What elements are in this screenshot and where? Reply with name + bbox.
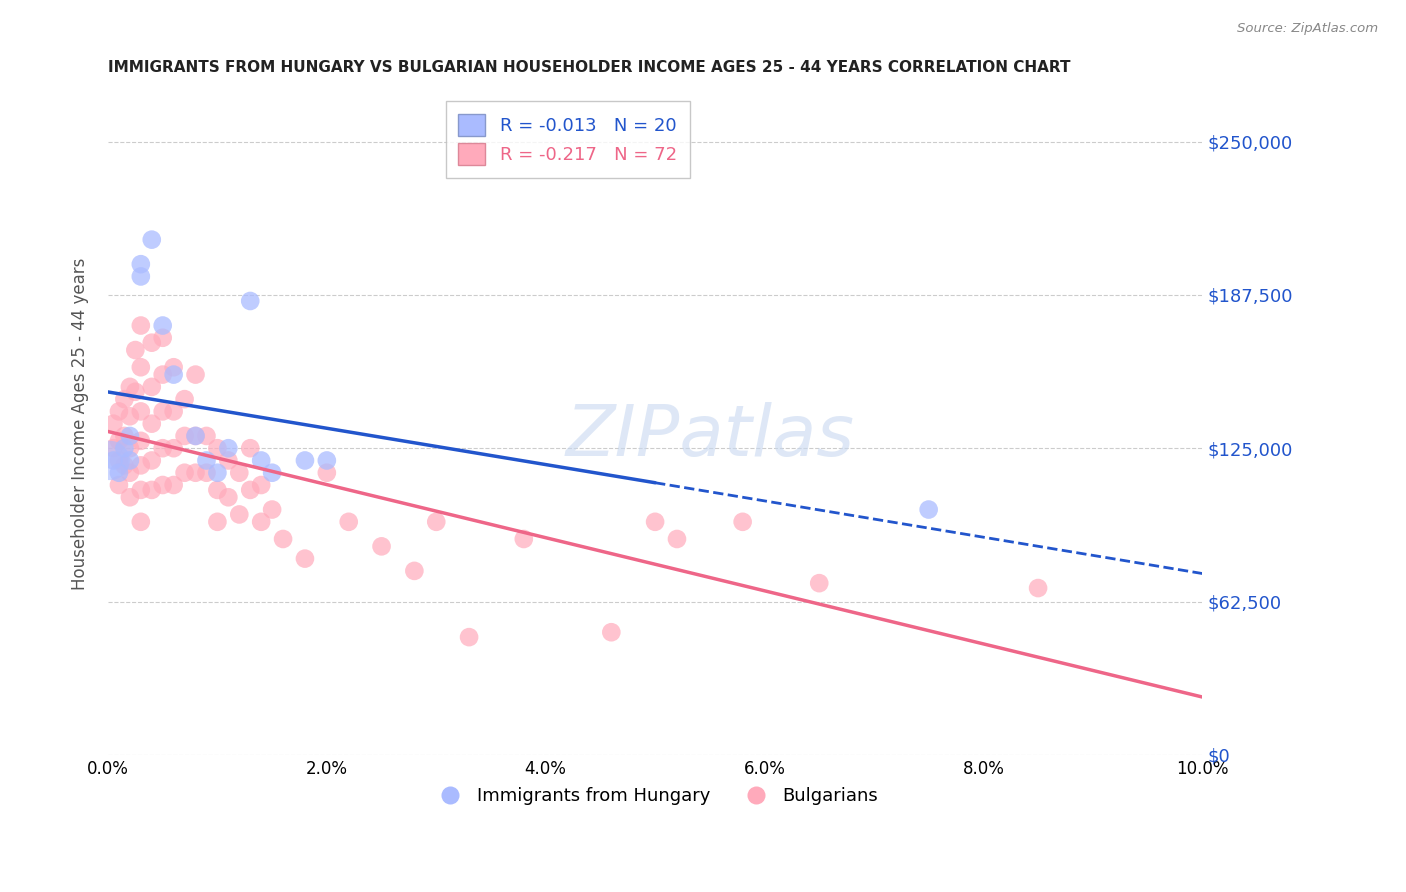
Point [370, 539, 392, 553]
Point [315, 466, 337, 480]
Text: ZIPatlas: ZIPatlas [565, 402, 855, 471]
Point [118, 441, 141, 455]
Point [600, 625, 623, 640]
Point [141, 417, 163, 431]
Point [666, 532, 689, 546]
Point [239, 293, 262, 308]
Point [207, 466, 229, 480]
Point [644, 515, 666, 529]
Point [207, 483, 229, 497]
Point [250, 453, 273, 467]
Point [98, 453, 121, 467]
Point [1026, 581, 1049, 595]
Point [108, 453, 131, 467]
Point [163, 478, 186, 492]
Point [112, 441, 135, 455]
Point [118, 490, 141, 504]
Point [217, 453, 239, 467]
Point [513, 532, 536, 546]
Point [271, 532, 294, 546]
Point [129, 360, 152, 375]
Point [195, 453, 218, 467]
Point [118, 380, 141, 394]
Point [152, 478, 174, 492]
Point [173, 392, 195, 406]
Point [195, 429, 218, 443]
Point [337, 515, 360, 529]
Point [217, 441, 239, 455]
Point [118, 409, 141, 424]
Point [207, 515, 229, 529]
Point [129, 458, 152, 473]
Point [294, 551, 316, 566]
Point [173, 466, 195, 480]
Point [228, 466, 250, 480]
Point [250, 515, 273, 529]
Point [141, 335, 163, 350]
Point [141, 380, 163, 394]
Point [262, 466, 284, 480]
Point [184, 466, 207, 480]
Point [184, 368, 207, 382]
Text: IMMIGRANTS FROM HUNGARY VS BULGARIAN HOUSEHOLDER INCOME AGES 25 - 44 YEARS CORRE: IMMIGRANTS FROM HUNGARY VS BULGARIAN HOU… [108, 60, 1070, 75]
Point [108, 404, 131, 418]
Point [195, 466, 218, 480]
Y-axis label: Householder Income Ages 25 - 44 years: Householder Income Ages 25 - 44 years [72, 258, 89, 590]
Point [152, 318, 174, 333]
Point [108, 478, 131, 492]
Point [294, 453, 316, 467]
Point [425, 515, 447, 529]
Point [118, 466, 141, 480]
Point [207, 441, 229, 455]
Point [163, 441, 186, 455]
Text: Source: ZipAtlas.com: Source: ZipAtlas.com [1237, 22, 1378, 36]
Point [129, 483, 152, 497]
Point [103, 417, 125, 431]
Point [129, 434, 152, 448]
Point [129, 515, 152, 529]
Point [173, 429, 195, 443]
Point [184, 429, 207, 443]
Point [103, 441, 125, 455]
Point [152, 331, 174, 345]
Point [917, 502, 939, 516]
Point [108, 434, 131, 448]
Point [108, 466, 131, 480]
Point [141, 233, 163, 247]
Point [118, 429, 141, 443]
Point [118, 453, 141, 467]
Point [129, 269, 152, 284]
Point [163, 368, 186, 382]
Point [262, 502, 284, 516]
Point [228, 508, 250, 522]
Point [112, 392, 135, 406]
Point [152, 368, 174, 382]
Point [250, 478, 273, 492]
Point [404, 564, 426, 578]
Legend: Immigrants from Hungary, Bulgarians: Immigrants from Hungary, Bulgarians [425, 780, 886, 812]
Point [315, 453, 337, 467]
Point [152, 441, 174, 455]
Point [731, 515, 754, 529]
Point [808, 576, 831, 591]
Point [239, 483, 262, 497]
Point [163, 360, 186, 375]
Point [163, 404, 186, 418]
Point [112, 429, 135, 443]
Point [152, 404, 174, 418]
Point [458, 630, 481, 644]
Point [129, 404, 152, 418]
Point [239, 441, 262, 455]
Point [124, 384, 146, 399]
Point [129, 257, 152, 271]
Point [103, 453, 125, 467]
Point [141, 453, 163, 467]
Point [217, 490, 239, 504]
Point [124, 343, 146, 357]
Point [141, 483, 163, 497]
Point [129, 318, 152, 333]
Point [184, 429, 207, 443]
Point [112, 458, 135, 473]
